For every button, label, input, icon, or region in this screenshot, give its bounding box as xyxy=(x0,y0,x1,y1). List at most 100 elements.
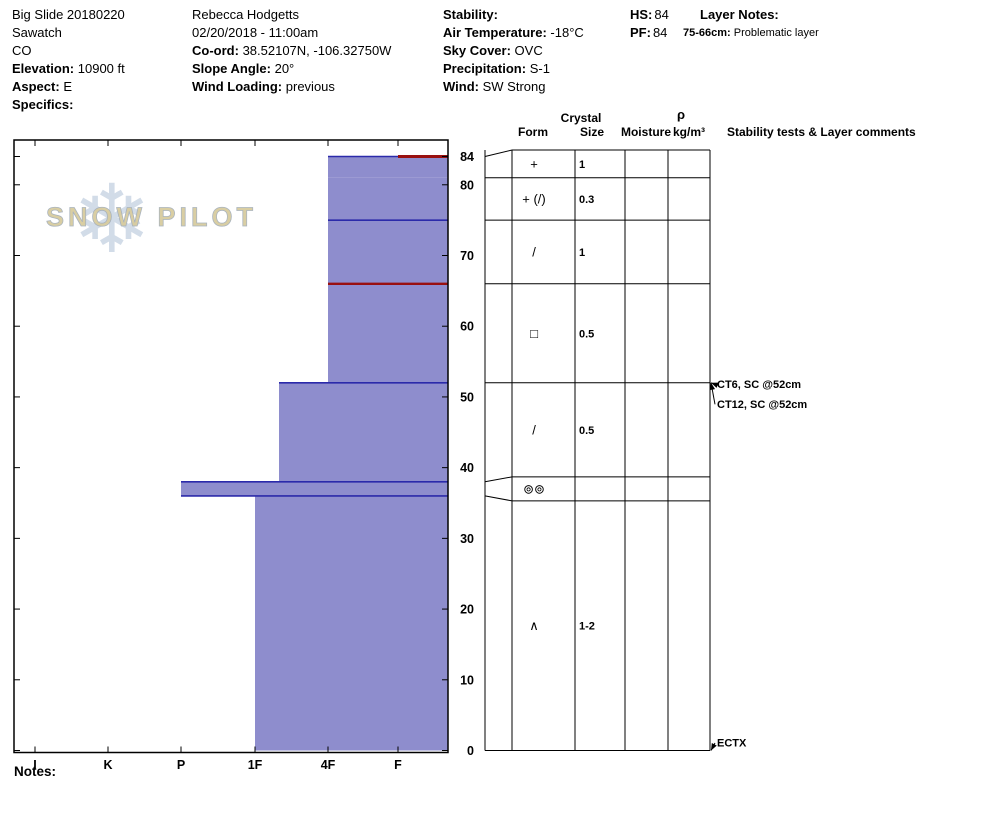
sky-cover-line: Sky Cover: OVC xyxy=(443,42,584,60)
stability-test-label: CT12, SC @52cm xyxy=(717,399,807,411)
elevation-line: Elevation: 10900 ft xyxy=(12,60,125,78)
crystal-table: Crystal Form Size Moisture ρ kg/m³ Stability t… xyxy=(484,107,916,751)
crystal-form-symbol: ⊚⊚ xyxy=(523,481,545,496)
pit-datetime: 02/20/2018 - 11:00am xyxy=(192,25,319,40)
sky-cover-value: OVC xyxy=(514,43,543,58)
watermark-text: SNOW PILOT xyxy=(46,202,257,232)
sky-cover-label: Sky Cover: xyxy=(443,43,511,58)
hardness-label: P xyxy=(177,758,185,772)
table-leader-line xyxy=(484,149,513,157)
pit-title: Big Slide 20180220 xyxy=(12,7,125,22)
crystal-form-symbol: + xyxy=(530,156,538,171)
depth-label: 20 xyxy=(460,603,474,617)
hardness-label: 1F xyxy=(248,758,263,772)
watermark: ❄SNOW PILOT xyxy=(46,167,257,273)
wind-line: Wind: SW Strong xyxy=(443,78,584,96)
depth-label: 84 xyxy=(460,150,474,164)
depth-label: 40 xyxy=(460,461,474,475)
pf-line: PF: 84 xyxy=(630,24,669,42)
crystal-form-symbol: / xyxy=(532,422,536,437)
coord-line: Co-ord: 38.52107N, -106.32750W xyxy=(192,42,391,60)
coord-label: Co-ord: xyxy=(192,43,239,58)
depth-label: 10 xyxy=(460,673,474,687)
air-temp-line: Air Temperature: -18°C xyxy=(443,24,584,42)
header-totals-block: HS: 84 PF: 84 xyxy=(630,6,669,42)
table-leader-line xyxy=(484,495,513,502)
layer-boundary-lines xyxy=(181,155,448,497)
depth-label: 0 xyxy=(467,744,474,758)
col-header-form: Form xyxy=(518,125,548,139)
pf-value: 84 xyxy=(652,25,668,40)
depth-label: 60 xyxy=(460,320,474,334)
pit-state: CO xyxy=(12,43,32,58)
crystal-size-value: 0.5 xyxy=(579,425,594,437)
air-temp-value: -18°C xyxy=(550,25,584,40)
depth-label: 30 xyxy=(460,532,474,546)
stability-label: Stability: xyxy=(443,7,498,22)
depth-label: 70 xyxy=(460,249,474,263)
specifics-line: Specifics: xyxy=(12,96,125,114)
layer-note-text: Problematic layer xyxy=(733,27,819,39)
coord-value: 38.52107N, -106.32750W xyxy=(242,43,392,58)
hardness-bars xyxy=(181,156,448,751)
layer-bar xyxy=(328,283,448,383)
header-layer-notes-block: Layer Notes: 75-66cm: Problematic layer xyxy=(683,6,819,42)
layer-bar xyxy=(181,481,448,496)
snowflake-icon: ❄ xyxy=(72,167,152,273)
wind-value: SW Strong xyxy=(482,79,546,94)
elevation-label: Elevation: xyxy=(12,61,75,76)
aspect-line: Aspect: E xyxy=(12,78,125,96)
chart-border xyxy=(13,139,449,754)
header-site-block: Big Slide 20180220 Sawatch CO Elevation:… xyxy=(12,6,125,114)
layer-bar xyxy=(255,495,448,751)
crystal-form-symbol: □ xyxy=(530,326,538,341)
layer-note-line: 75-66cm: Problematic layer xyxy=(683,24,819,42)
wind-loading-value: previous xyxy=(285,79,335,94)
crystal-size-value: 0.5 xyxy=(579,328,594,340)
specifics-label: Specifics: xyxy=(12,97,74,112)
depth-label: 50 xyxy=(460,390,474,404)
crystal-form-symbol: + (/) xyxy=(522,191,545,206)
crystal-size-value: 0.3 xyxy=(579,194,594,206)
slope-angle-line: Slope Angle: 20° xyxy=(192,60,391,78)
wind-loading-label: Wind Loading: xyxy=(192,79,283,94)
precip-line: Precipitation: S-1 xyxy=(443,60,584,78)
hardness-label: F xyxy=(394,758,402,772)
stability-test-label: ECTX xyxy=(717,738,747,750)
header-observer-block: Rebecca Hodgetts 02/20/2018 - 11:00am Co… xyxy=(192,6,391,96)
layer-notes-title: Layer Notes: xyxy=(683,6,819,24)
col-header-moisture: Moisture xyxy=(621,125,671,139)
layer-bar xyxy=(279,382,448,482)
col-header-crystal: Crystal xyxy=(561,111,602,125)
depth-label: 80 xyxy=(460,178,474,192)
stability-annotations: CT6, SC @52cm CT12, SC @52cm ECTX xyxy=(709,379,807,751)
wind-loading-line: Wind Loading: previous xyxy=(192,78,391,96)
layer-note-depth: 75-66cm: xyxy=(683,27,731,39)
col-header-rho: ρ xyxy=(677,107,685,122)
layer-bar xyxy=(328,220,448,284)
chart-frame xyxy=(13,139,449,754)
stability-line: Stability: xyxy=(443,6,584,24)
pf-label: PF: xyxy=(630,25,651,40)
crystal-form-symbol: ∧ xyxy=(529,618,539,633)
aspect-value: E xyxy=(63,79,72,94)
layer-bar xyxy=(328,156,448,178)
crystal-size-value: 1 xyxy=(579,247,585,259)
aspect-label: Aspect: xyxy=(12,79,60,94)
col-header-size: Size xyxy=(580,125,604,139)
hardness-label: 4F xyxy=(321,758,336,772)
notes-label: Notes: xyxy=(14,764,57,779)
precip-value: S-1 xyxy=(529,61,550,76)
hardness-label: I xyxy=(33,758,36,772)
observer-name: Rebecca Hodgetts xyxy=(192,7,299,22)
depth-axis-labels: 0 10 20 30 40 50 60 70 80 84 xyxy=(460,150,474,758)
col-header-comments: Stability tests & Layer comments xyxy=(727,125,916,139)
elevation-value: 10900 ft xyxy=(77,61,125,76)
stability-test-label: CT6, SC @52cm xyxy=(717,379,801,391)
hs-line: HS: 84 xyxy=(630,6,669,24)
hardness-axis-labels: I K P 1F 4F F xyxy=(33,758,402,772)
crystal-size-value: 1 xyxy=(579,159,585,171)
slope-angle-value: 20° xyxy=(274,61,295,76)
header-conditions-block: Stability: Air Temperature: -18°C Sky Co… xyxy=(443,6,584,96)
col-header-rho-unit: kg/m³ xyxy=(673,125,705,139)
